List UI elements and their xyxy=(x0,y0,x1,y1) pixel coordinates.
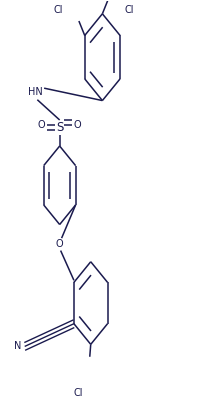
Text: S: S xyxy=(56,121,63,134)
Text: Cl: Cl xyxy=(73,388,83,398)
Text: HN: HN xyxy=(28,87,43,97)
Text: O: O xyxy=(56,239,63,249)
Text: O: O xyxy=(74,120,82,130)
Text: O: O xyxy=(38,120,45,130)
Text: N: N xyxy=(14,342,21,352)
Text: Cl: Cl xyxy=(125,5,134,15)
Text: Cl: Cl xyxy=(54,5,63,15)
